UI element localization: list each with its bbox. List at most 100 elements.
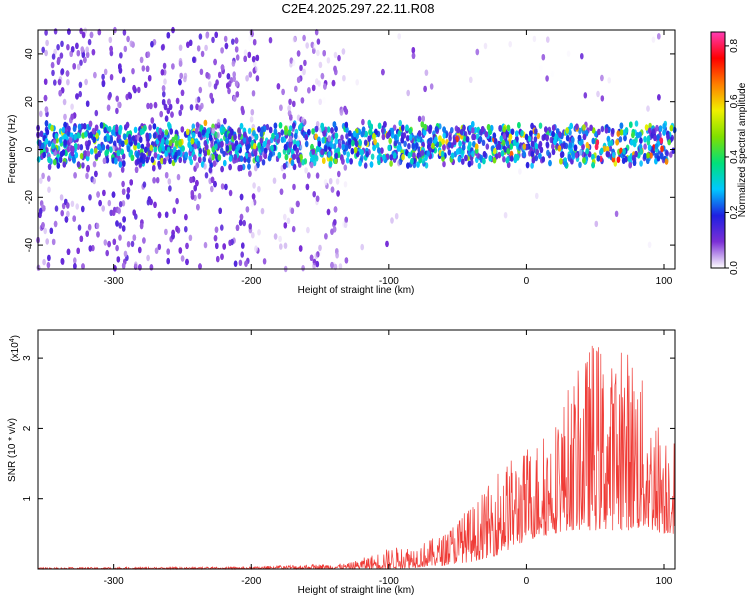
spectrogram-cell: [218, 71, 222, 79]
spectrogram-cell: [374, 128, 378, 135]
spectrogram-cell: [43, 227, 47, 235]
spectrogram-cell: [338, 263, 343, 270]
spectrogram-cell: [220, 47, 224, 54]
spectrogram-cell: [235, 91, 240, 98]
spectrogram-cell: [648, 127, 652, 134]
colorbar: 0.0 0.2 0.4 0.6 0.8 Normalized spectral ampl…: [710, 31, 748, 275]
spectrogram-cell: [557, 145, 562, 152]
colorbar-bar: [710, 31, 726, 269]
spectrogram-cell: [423, 123, 428, 131]
spectrogram-cell: [143, 81, 148, 89]
spectrogram-cell: [252, 67, 257, 74]
spectrogram-cell: [63, 113, 67, 121]
spectrogram-cell: [600, 147, 604, 154]
spectrogram-cell: [332, 143, 337, 150]
spectrogram-cell: [596, 155, 601, 162]
spectrogram-cell: [109, 146, 113, 153]
spectrogram-cell: [611, 128, 615, 135]
spectrogram-cell: [260, 207, 265, 215]
spectrogram-cell: [314, 155, 319, 162]
snr-x-tick-label: -200: [241, 576, 261, 587]
spectrogram-cell: [58, 90, 62, 97]
spectrogram-cell: [101, 205, 105, 212]
spectrogram-cell: [231, 60, 236, 67]
spectrogram-cell: [102, 189, 106, 197]
spectrogram-cell: [196, 140, 201, 148]
spectrogram-cell: [273, 233, 278, 240]
spectrogram-cell: [546, 149, 550, 156]
spectrogram-cell: [75, 203, 79, 210]
spectrogram-cell: [126, 241, 131, 248]
spectrogram-cell: [152, 132, 157, 139]
spectrogram-cell: [551, 143, 555, 150]
spectrogram-cell: [293, 144, 298, 151]
spectrogram-cell: [377, 122, 382, 129]
spectrogram-cell: [162, 62, 167, 70]
spectrogram-cell: [105, 157, 110, 164]
spectrogram-cell: [77, 224, 82, 231]
spectrogram-cell: [117, 101, 121, 108]
spectrogram-cell: [390, 217, 394, 224]
spectrogram-cell: [360, 149, 364, 156]
spectrogram-cell: [342, 75, 346, 82]
spectrogram-cell: [81, 51, 86, 58]
spectrogram-cell: [390, 127, 395, 135]
spectrogram-cell: [646, 152, 650, 159]
spectrogram-cell: [575, 123, 579, 130]
spectrogram-cell: [102, 157, 107, 164]
spectrogram-cell: [61, 126, 66, 134]
spectrogram-cell: [198, 147, 203, 155]
spectrogram-cell: [53, 220, 58, 228]
spectrogram-cell: [168, 185, 172, 192]
spectrogram-cell: [157, 243, 162, 251]
spectrogram-cell: [129, 40, 134, 47]
spectrogram-cell: [594, 220, 599, 228]
spectrogram-cell: [99, 122, 104, 129]
spectrogram-cell: [278, 122, 283, 129]
spectrogram-cell: [118, 161, 123, 168]
spectrogram-cell: [256, 161, 260, 169]
spectrogram-cell: [42, 205, 46, 212]
spectrogram-cell: [331, 79, 336, 87]
spectrogram-cell: [273, 128, 278, 135]
spectrogram-cell: [126, 193, 130, 200]
spectrogram-cell: [233, 133, 237, 141]
spectrogram-cell: [121, 262, 126, 269]
spectrogram-cell: [560, 151, 565, 158]
colorbar-tick-label: 0.4: [729, 150, 740, 164]
spectrogram-cell: [383, 121, 387, 128]
spectrogram-cell: [495, 143, 500, 150]
spectrogram-cell: [84, 131, 88, 138]
spectrogram-cell: [126, 35, 130, 43]
spectrogram-cell: [134, 166, 139, 173]
spectrogram-cell: [168, 139, 173, 147]
spectrogram-cell: [238, 219, 243, 226]
spectrogram-cell: [44, 106, 49, 113]
spectrogram-cell: [324, 145, 328, 152]
spectrogram-cell: [296, 50, 301, 57]
spectrogram-cell: [549, 136, 554, 144]
spectrogram-cell: [411, 47, 416, 54]
spectrogram-cell: [582, 133, 587, 141]
spectrogram-cell: [535, 192, 539, 200]
spectrogram-cell: [296, 200, 300, 208]
spectrogram-cell: [121, 180, 125, 188]
spectrogram-cell: [535, 148, 539, 156]
spectrogram-cell: [156, 153, 161, 161]
spectrogram-cell: [166, 146, 171, 153]
spectrogram-cell: [208, 134, 213, 141]
spectrogram-cell: [185, 242, 189, 250]
spectrogram-cell: [440, 150, 445, 158]
spectrogram-cell: [312, 191, 317, 198]
spectrogram-cell: [631, 154, 636, 162]
spectrogram-cell: [254, 65, 259, 72]
spectrogram-cell: [132, 234, 137, 241]
spectrogram-cell: [638, 131, 642, 138]
spectrogram-cell: [220, 165, 224, 173]
spectrogram-cell: [338, 263, 343, 270]
spectrogram-cell: [265, 123, 270, 131]
spectrogram-cell: [220, 224, 224, 231]
spectrogram-cell: [178, 44, 183, 51]
spectrogram-cell: [44, 138, 49, 145]
spectrogram-cell: [212, 160, 217, 167]
